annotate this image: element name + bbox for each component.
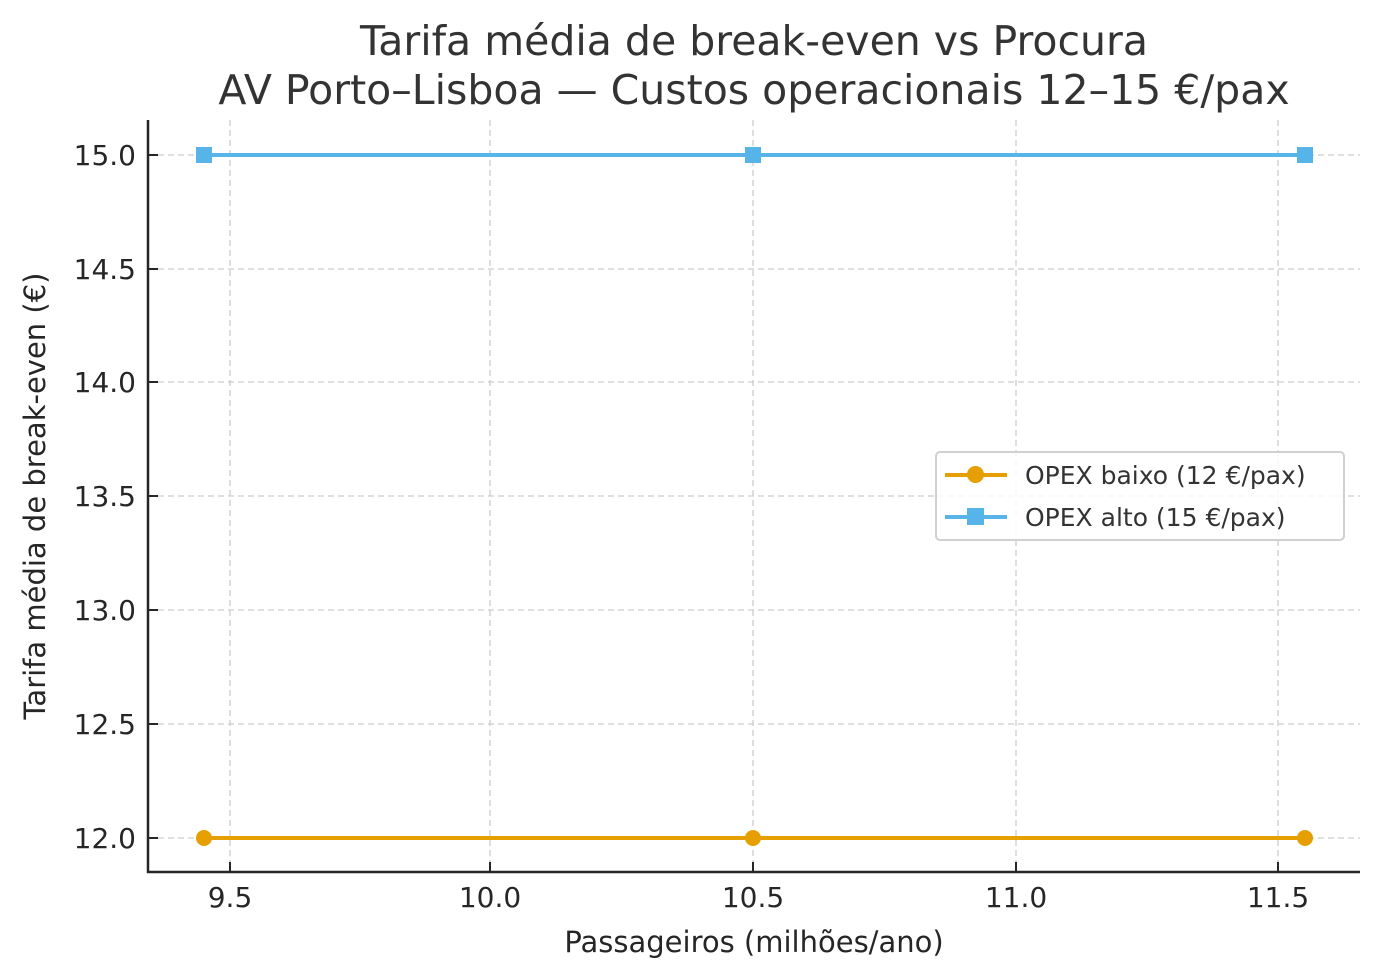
x-tick-label: 9.5 bbox=[208, 881, 253, 914]
circle-marker bbox=[745, 830, 761, 846]
x-tick-label: 10.0 bbox=[459, 881, 521, 914]
chart-title-line2: AV Porto–Lisboa — Custos operacionais 12… bbox=[218, 66, 1290, 114]
x-tick-labels: 9.5 10.0 10.5 11.0 11.5 bbox=[208, 881, 1309, 914]
circle-marker bbox=[1297, 830, 1313, 846]
square-marker bbox=[1297, 147, 1313, 163]
legend-item-opex-alto: OPEX alto (15 €/pax) bbox=[945, 497, 1286, 537]
y-tick-label: 15.0 bbox=[74, 139, 136, 172]
square-marker bbox=[196, 147, 212, 163]
square-line-icon bbox=[945, 505, 1007, 529]
circle-line-icon bbox=[945, 463, 1007, 487]
x-tick-label: 11.0 bbox=[985, 881, 1047, 914]
y-tick-label: 14.5 bbox=[74, 253, 136, 286]
y-tick-label: 12.0 bbox=[74, 822, 136, 855]
legend: OPEX baixo (12 €/pax) OPEX alto (15 €/pa… bbox=[935, 451, 1345, 541]
y-tick-label: 13.5 bbox=[74, 480, 136, 513]
series-opex-alto bbox=[196, 147, 1313, 163]
tick-marks bbox=[148, 154, 1279, 872]
y-tick-label: 14.0 bbox=[74, 366, 136, 399]
x-tick-label: 11.5 bbox=[1247, 881, 1309, 914]
chart-title-line1: Tarifa média de break-even vs Procura bbox=[359, 17, 1149, 65]
legend-label: OPEX alto (15 €/pax) bbox=[1025, 502, 1286, 532]
legend-item-opex-baixo: OPEX baixo (12 €/pax) bbox=[945, 455, 1306, 495]
square-marker bbox=[745, 147, 761, 163]
series-opex-baixo bbox=[196, 830, 1313, 846]
circle-marker bbox=[196, 830, 212, 846]
x-tick-label: 10.5 bbox=[722, 881, 784, 914]
y-tick-labels: 12.0 12.5 13.0 13.5 14.0 14.5 15.0 bbox=[74, 139, 136, 855]
x-axis-label: Passageiros (milhões/ano) bbox=[564, 925, 943, 959]
y-tick-label: 12.5 bbox=[74, 708, 136, 741]
y-axis-label: Tarifa média de break-even (€) bbox=[18, 273, 52, 721]
y-tick-label: 13.0 bbox=[74, 594, 136, 627]
legend-label: OPEX baixo (12 €/pax) bbox=[1025, 460, 1306, 490]
